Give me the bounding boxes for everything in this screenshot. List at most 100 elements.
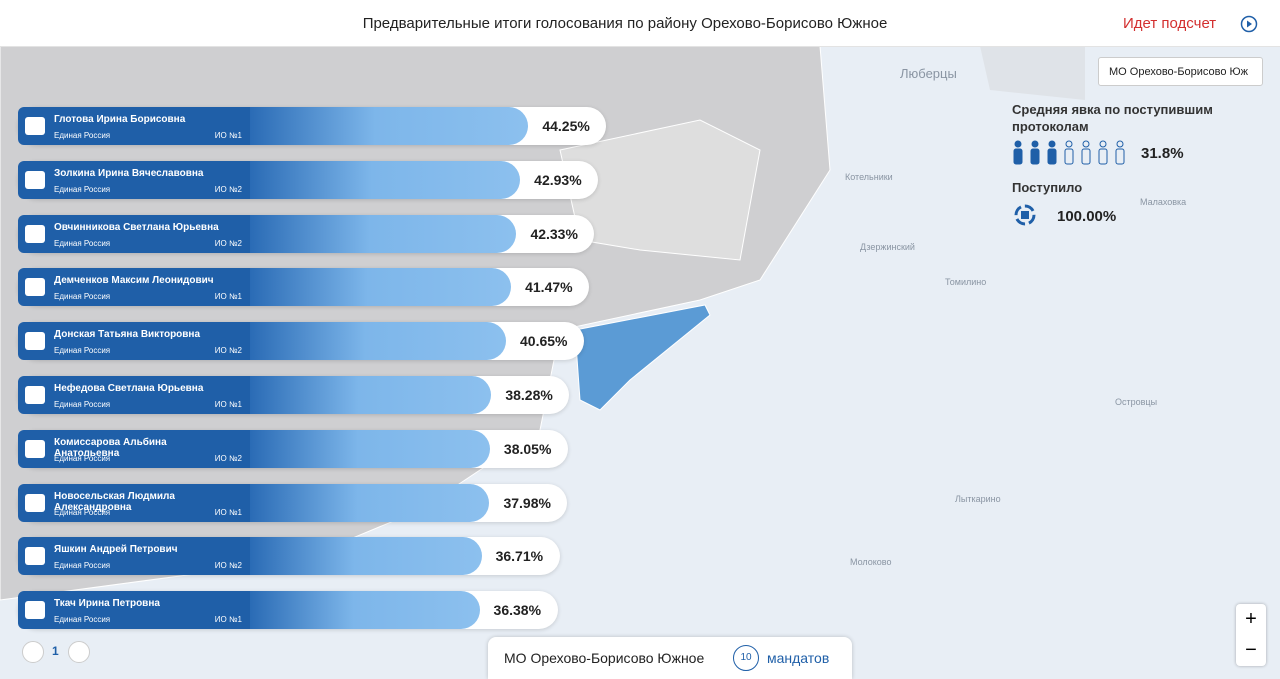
candidate-label: Комиссарова Альбина Анатольевна Единая Ро…	[18, 429, 250, 468]
party: Единая Россия	[54, 346, 111, 356]
result-bar	[250, 537, 482, 576]
turnout-icons	[1013, 140, 1125, 165]
candidate-label: Яшкин Андрей Петрович Единая Россия ИО №2	[18, 537, 250, 576]
candidate-name: Ткач Ирина Петровна	[54, 598, 160, 610]
percent: 36.71%	[495, 548, 544, 565]
mandates-label: мандатов	[767, 650, 830, 666]
person-icon	[1064, 148, 1074, 165]
party: Единая Россия	[54, 615, 111, 625]
person-icon	[1099, 140, 1107, 148]
percent: 38.28%	[505, 387, 553, 403]
candidate-name: Золкина Ирина Вячеславовна	[54, 167, 204, 179]
candidate-name: Комиссарова Альбина Анатольевна	[54, 436, 167, 459]
candidate-label: Глотова Ирина Борисовна Единая Россия ИО №…	[18, 107, 250, 145]
page-number[interactable]: 1	[52, 644, 59, 658]
district: ИО №1	[214, 400, 242, 409]
district-select[interactable]: МО Орехово-Борисово Юж	[1098, 57, 1263, 86]
result-bar	[250, 107, 529, 145]
person-icon	[1082, 140, 1090, 148]
candidate-label: Золкина Ирина Вячеславовна Единая Россия И…	[18, 160, 250, 199]
candidate-row: Глотова Ирина Борисовна Единая Россия ИО №…	[18, 107, 607, 145]
candidate-label: Овчинникова Светлана Юрьевна Единая Росси…	[18, 214, 250, 253]
party-logo	[25, 332, 45, 351]
district: ИО №2	[214, 453, 242, 463]
prev-page[interactable]	[22, 641, 44, 663]
candidate-name: Новосельская Людмила Александровна	[54, 490, 175, 513]
result-bar	[250, 214, 517, 253]
party: Единая Россия	[54, 400, 111, 409]
person-icon	[1047, 148, 1057, 165]
footer-district: МО Орехово-Борисово Южное	[504, 650, 705, 666]
district: ИО №2	[214, 184, 242, 194]
result-bar	[250, 429, 490, 468]
party-logo	[25, 601, 45, 620]
person-icon	[1115, 148, 1125, 165]
header-title: Предварительные итоги голосования по рай…	[362, 15, 888, 32]
result-bar	[250, 483, 490, 522]
person-icon	[1031, 140, 1039, 148]
play-button[interactable]	[1240, 15, 1258, 33]
next-page[interactable]	[68, 641, 90, 663]
party: Единая Россия	[54, 507, 111, 517]
map-label: Томилино	[945, 277, 986, 287]
percent: 38.05%	[503, 440, 552, 457]
candidate-name: Глотова Ирина Борисовна	[54, 114, 186, 125]
turnout-value: 31.8%	[1141, 145, 1184, 162]
person-icon	[1048, 140, 1056, 148]
candidate-name: Овчинникова Светлана Юрьевна	[54, 221, 219, 233]
candidate-row: Донская Татьяна Викторовна Единая Россия И…	[18, 322, 585, 361]
percent: 42.93%	[534, 171, 582, 188]
person-icon	[1030, 148, 1040, 165]
party: Единая Россия	[54, 184, 111, 194]
candidate-label: Ткач Ирина Петровна Единая Россия ИО №1	[18, 591, 250, 630]
status: Идет подсчет	[1123, 15, 1217, 32]
percent: 40.65%	[520, 333, 568, 350]
district: ИО №1	[214, 131, 242, 140]
candidate-row: Яшкин Андрей Петрович Единая Россия ИО №2 3…	[18, 537, 560, 576]
percent: 42.33%	[530, 225, 578, 242]
candidate-name: Демченков Максим Леонидович	[54, 275, 214, 287]
candidate-row: Демченков Максим Леонидович Единая Россия…	[18, 268, 590, 307]
candidate-name: Яшкин Андрей Петрович	[54, 544, 178, 556]
district: ИО №1	[214, 292, 242, 302]
footer-panel: МО Орехово-Борисово Южное 10 мандатов	[488, 637, 852, 679]
candidate-label: Нефедова Светлана Юрьевна Единая Россия ИО…	[18, 376, 250, 414]
result-bar	[250, 376, 492, 414]
percent: 37.98%	[503, 494, 551, 511]
map-area	[980, 46, 1085, 100]
party-logo	[25, 493, 45, 512]
party: Единая Россия	[54, 561, 111, 571]
party: Единая Россия	[54, 453, 111, 463]
person-icon	[1013, 148, 1023, 165]
candidate-name: Нефедова Светлана Юрьевна	[54, 383, 204, 394]
candidate-label: Демченков Максим Леонидович Единая Россия…	[18, 268, 250, 307]
map-label: Дзержинский	[860, 242, 915, 252]
candidate-row: Ткач Ирина Петровна Единая Россия ИО №1 36.…	[18, 591, 558, 630]
map-label: Люберцы	[900, 66, 957, 81]
percent: 36.38%	[493, 602, 542, 619]
candidate-row: Новосельская Людмила Александровна Единая…	[18, 483, 568, 522]
party: Единая Россия	[54, 238, 111, 248]
map-label: Малаховка	[1140, 197, 1186, 207]
district: ИО №2	[214, 346, 242, 356]
result-bar	[250, 322, 507, 361]
received-label: Поступило	[1012, 180, 1083, 195]
zoom-in[interactable]: +	[1245, 608, 1257, 630]
candidate-row: Золкина Ирина Вячеславовна Единая Россия И…	[18, 160, 599, 199]
candidate-row: Комиссарова Альбина Анатольевна Единая Ро…	[18, 429, 568, 468]
map-label: Молоково	[850, 557, 892, 567]
person-icon	[1116, 140, 1124, 148]
header: Предварительные итоги голосования по рай…	[0, 0, 1280, 47]
received-value: 100.00%	[1057, 208, 1117, 225]
mandates-count: 10	[733, 645, 759, 671]
party-logo	[25, 547, 45, 566]
party: Единая Россия	[54, 131, 111, 140]
zoom-out[interactable]: −	[1245, 639, 1257, 661]
candidate-label: Новосельская Людмила Александровна Единая…	[18, 483, 250, 522]
person-icon	[1065, 140, 1073, 148]
person-icon	[1014, 140, 1022, 148]
party-logo	[25, 439, 45, 458]
map-label: Лыткарино	[955, 494, 1001, 504]
select-value: МО Орехово-Борисово Юж	[1109, 66, 1249, 78]
